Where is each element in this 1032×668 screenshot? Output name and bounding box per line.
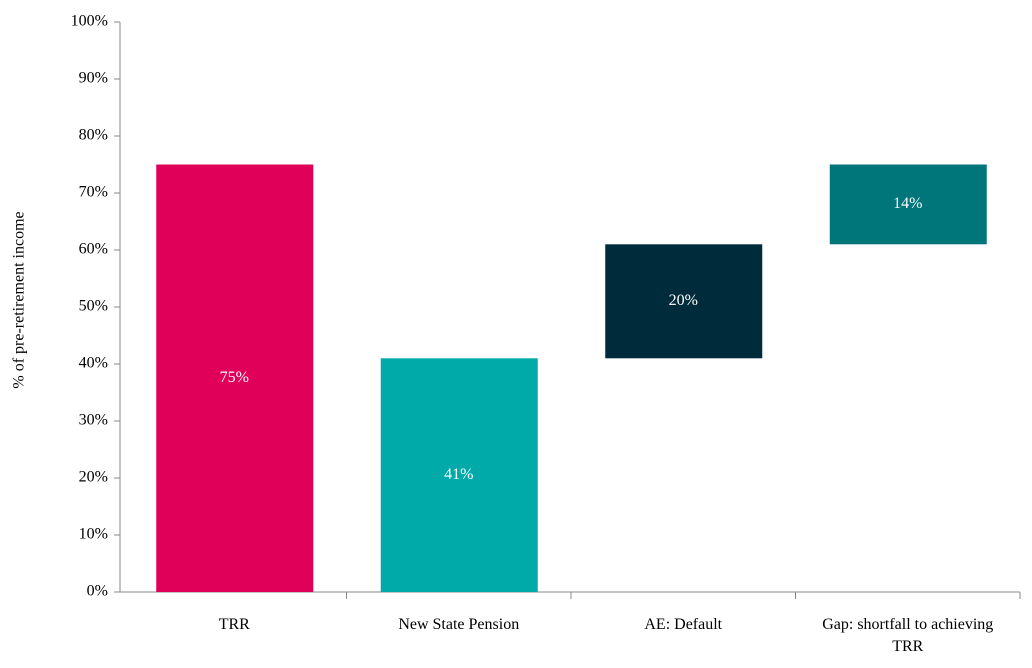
data-label: 75% xyxy=(220,369,249,386)
x-tick-label-box: AE: Default xyxy=(644,616,723,633)
y-tick-label: 20% xyxy=(79,469,108,486)
data-label: 14% xyxy=(893,195,922,212)
bar xyxy=(605,244,763,359)
bar xyxy=(156,164,314,592)
data-label: 20% xyxy=(669,292,698,309)
x-tick-label-box: Gap: shortfall to achieving TRR xyxy=(822,616,994,655)
x-tick-label: New State Pension xyxy=(398,616,520,633)
bar xyxy=(829,164,987,245)
data-label: 41% xyxy=(444,466,473,483)
y-tick-label: 60% xyxy=(79,241,108,258)
y-tick-label: 90% xyxy=(79,70,108,87)
y-axis-title: % of pre-retirement income xyxy=(11,211,28,388)
y-tick-label: 80% xyxy=(79,127,108,144)
y-tick-label: 70% xyxy=(79,184,108,201)
y-tick-label: 40% xyxy=(79,355,108,372)
x-tick-label: TRR xyxy=(218,616,250,633)
y-tick-label: 50% xyxy=(79,298,108,315)
x-tick-label-box: TRR xyxy=(218,616,250,633)
y-tick-label: 30% xyxy=(79,412,108,429)
y-tick-label: 10% xyxy=(79,526,108,543)
bar xyxy=(380,358,538,592)
x-tick-label-box: New State Pension xyxy=(398,616,520,633)
y-tick-label: 0% xyxy=(87,583,108,600)
x-tick-label: Gap: shortfall to achieving TRR xyxy=(822,616,994,655)
x-tick-label: AE: Default xyxy=(644,616,723,633)
y-tick-label: 100% xyxy=(71,13,108,30)
